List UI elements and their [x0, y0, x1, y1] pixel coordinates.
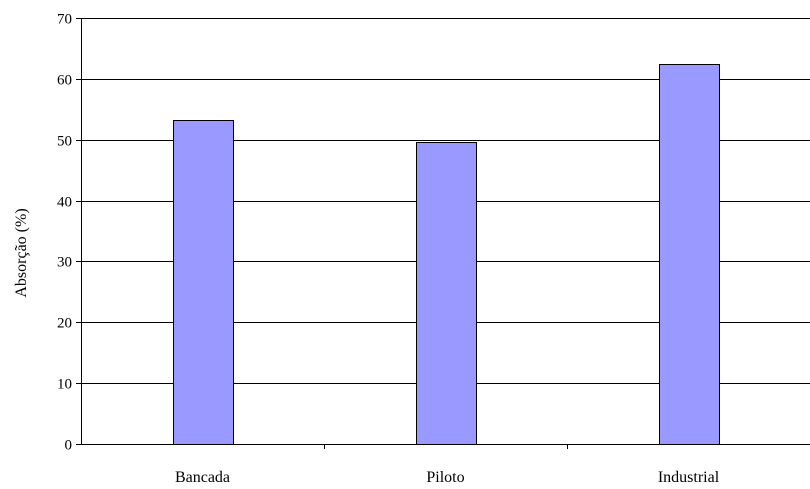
- x-tick-label: Industrial: [658, 469, 720, 486]
- bars: [173, 64, 720, 445]
- y-tick-label: 70: [57, 12, 72, 28]
- x-ticks: Bancada Piloto Industrial: [175, 444, 720, 486]
- bar-industrial: [659, 64, 720, 445]
- axes: [81, 18, 810, 445]
- bar-piloto: [416, 142, 477, 445]
- y-ticks: 0 10 20 30 40 50 60 70: [57, 12, 81, 454]
- y-tick-label: 60: [57, 73, 72, 89]
- bar-bancada: [173, 120, 234, 445]
- y-tick-label: 20: [57, 316, 72, 332]
- y-tick-label: 10: [57, 377, 72, 393]
- y-tick-label: 50: [57, 134, 72, 150]
- y-tick-label: 40: [57, 195, 72, 211]
- y-tick-label: 0: [65, 438, 73, 454]
- x-tick-label: Bancada: [175, 469, 230, 486]
- y-axis-label: Absorção (%): [13, 208, 30, 297]
- x-tick-label: Piloto: [426, 469, 464, 486]
- y-tick-label: 30: [57, 255, 72, 271]
